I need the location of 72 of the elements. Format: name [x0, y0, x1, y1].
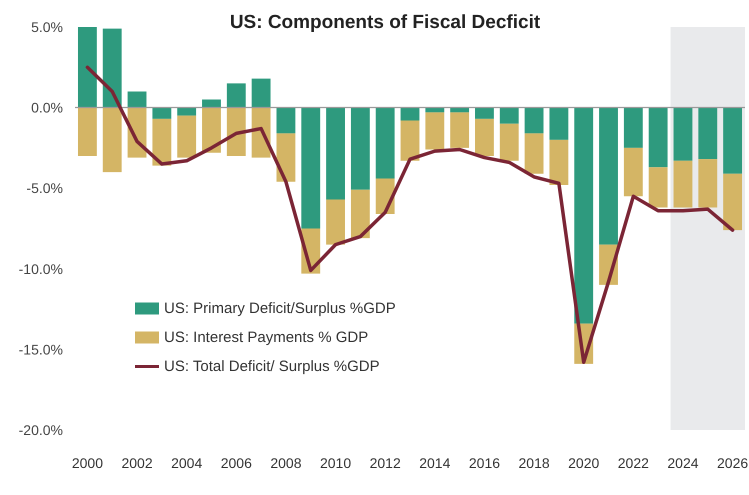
bar [400, 108, 420, 120]
bar [252, 78, 271, 108]
bar [723, 174, 742, 230]
legend-label: US: Primary Deficit/Surplus %GDP [164, 300, 396, 317]
x-tick-label: 2018 [518, 455, 550, 471]
x-tick-label: 2022 [618, 455, 650, 471]
x-tick-label: 2020 [568, 455, 600, 471]
bar [648, 108, 668, 168]
x-tick-label: 2002 [121, 455, 153, 471]
bar [624, 148, 643, 196]
bar [599, 108, 618, 245]
bar [152, 108, 172, 119]
bar [500, 108, 519, 124]
x-tick-label: 2000 [72, 455, 104, 471]
x-tick-label: 2016 [468, 455, 500, 471]
bar [400, 120, 420, 161]
x-tick-label: 2024 [667, 455, 699, 471]
bar [674, 160, 692, 208]
y-tick-label: -10.0% [18, 260, 63, 277]
bar [202, 108, 221, 153]
bar [674, 108, 692, 161]
x-tick-label: 2004 [171, 455, 202, 471]
bar [698, 108, 718, 160]
bar [648, 167, 668, 208]
x-tick-label: 2008 [270, 455, 302, 471]
bar [723, 108, 742, 174]
bar [78, 27, 97, 108]
bar [326, 199, 345, 245]
bar [450, 108, 470, 112]
bar [524, 108, 544, 134]
bar [698, 159, 718, 208]
bar [177, 108, 196, 116]
bar [276, 108, 296, 134]
legend-label: US: Interest Payments % GDP [164, 329, 368, 346]
legend-label: US: Total Deficit/ Surplus %GDP [164, 358, 380, 375]
bar [475, 108, 494, 119]
bar [624, 108, 643, 148]
bar [152, 118, 172, 166]
x-tick-label: 2012 [370, 455, 401, 471]
bar [226, 108, 246, 156]
bar [301, 108, 320, 228]
x-tick-label: 2014 [419, 455, 451, 471]
bar [326, 108, 345, 200]
x-tick-label: 2006 [220, 455, 252, 471]
bar [128, 91, 146, 108]
bar [202, 100, 221, 108]
bar [524, 133, 544, 174]
bar [450, 112, 470, 148]
bar [350, 190, 370, 238]
bar [350, 108, 370, 190]
bar [549, 108, 568, 140]
bar [226, 83, 246, 108]
bar [78, 108, 97, 156]
x-tick-label: 2026 [717, 455, 748, 471]
bar [376, 108, 395, 179]
y-tick-label: -20.0% [18, 422, 63, 438]
bar [102, 108, 122, 172]
y-tick-label: 5.0% [31, 19, 63, 35]
bar [177, 116, 196, 158]
y-tick-label: -15.0% [18, 341, 63, 358]
bar [500, 124, 519, 161]
y-tick-label: 0.0% [31, 100, 63, 116]
y-tick-label: -5.0% [26, 180, 63, 196]
bar [475, 118, 494, 156]
x-tick-label: 2010 [320, 455, 352, 471]
chart-title: US: Components of Fiscal Decficit [230, 12, 541, 33]
bar [549, 140, 568, 185]
bar [425, 112, 444, 150]
bar [276, 133, 296, 182]
bar [574, 108, 594, 324]
bar [425, 108, 444, 112]
bar [102, 28, 122, 108]
